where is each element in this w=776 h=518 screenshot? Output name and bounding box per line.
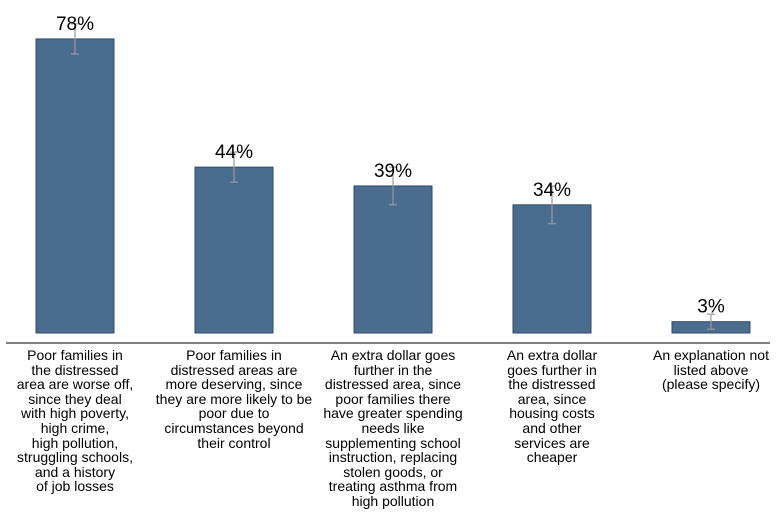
category-label: An extra dollar goes further in the dist… [323, 347, 463, 509]
value-label: 3% [697, 297, 725, 318]
error-bars-group [71, 23, 715, 330]
error-bar [707, 313, 715, 330]
bar [194, 166, 274, 334]
error-bar [389, 166, 397, 206]
value-label: 78% [56, 14, 94, 35]
category-label: An extra dollar goes further in the dist… [506, 347, 598, 466]
category-label: An explanation not listed above (please … [653, 347, 769, 393]
value-label: 44% [215, 142, 253, 163]
value-label: 34% [533, 180, 571, 201]
error-bar [230, 151, 238, 183]
category-label: Poor families in the distressed area are… [16, 347, 134, 495]
bar [35, 38, 115, 334]
bar [353, 185, 433, 334]
error-bar [71, 23, 79, 55]
bar [512, 204, 592, 334]
value-label: 39% [374, 161, 412, 182]
error-bar [548, 185, 556, 225]
value-labels-group: 78% 44% 39% 34% 3% [56, 14, 725, 318]
category-label: Poor families in distressed areas are mo… [155, 347, 313, 451]
